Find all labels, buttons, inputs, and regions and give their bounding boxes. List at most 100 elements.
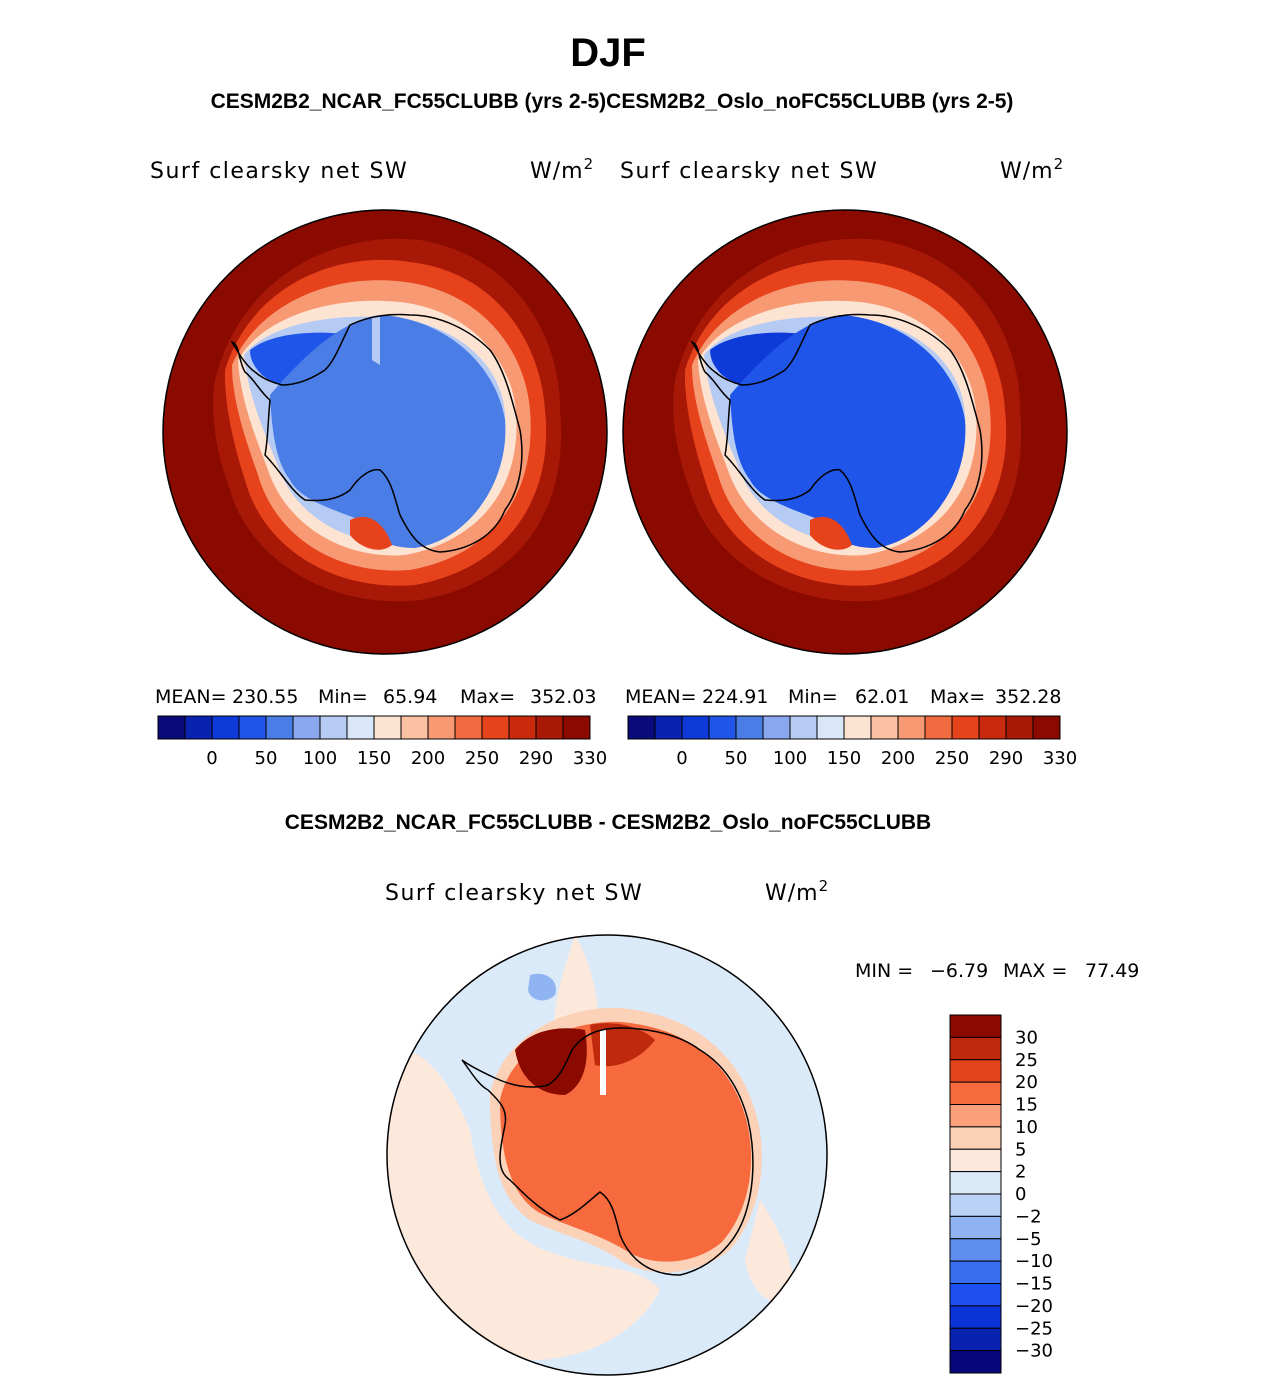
right-colorbar-swatch <box>1005 715 1034 740</box>
figure-title: DJF <box>570 31 646 75</box>
left-colorbar-swatch <box>238 715 267 740</box>
left-colorbar-swatch <box>427 715 456 740</box>
diff-colorbar-swatch <box>949 1059 1002 1083</box>
right-colorbar-swatch <box>654 715 683 740</box>
diff-colorbar-swatch <box>949 1171 1002 1195</box>
right-colorbar-swatch <box>627 715 656 740</box>
diff-colorbar-swatch <box>949 1081 1002 1105</box>
left-colorbar-tick-label: 200 <box>411 748 445 769</box>
diff-colorbar-tick-label: 0 <box>1015 1184 1026 1205</box>
diff-units-label: W/m2 <box>765 877 829 906</box>
left-colorbar-tick-label: 330 <box>573 748 607 769</box>
left-colorbar-swatch <box>454 715 483 740</box>
left-colorbar-swatch <box>184 715 213 740</box>
right-colorbar: 0 50 100 150 200 250 290 330 <box>627 715 1077 769</box>
right-colorbar-swatch <box>870 715 899 740</box>
diff-stats: MIN = −6.79 MAX = 77.49 <box>855 960 1139 982</box>
diff-colorbar-tick-label: 20 <box>1015 1072 1038 1093</box>
diff-colorbar-tick-label: −5 <box>1015 1229 1042 1250</box>
right-min-label: Min= <box>788 686 838 708</box>
left-colorbar-tick-label: 0 <box>206 748 217 769</box>
diff-colorbar-swatch <box>949 1350 1002 1374</box>
diff-max-label: MAX = <box>1003 960 1067 982</box>
diff-colorbar-swatch <box>949 1305 1002 1329</box>
diff-variable-label: Surf clearsky net SW <box>385 881 643 906</box>
right-colorbar-tick-label: 100 <box>773 748 807 769</box>
right-colorbar-swatch <box>1032 715 1061 740</box>
diff-colorbar-swatch <box>949 1014 1002 1038</box>
right-variable-label: Surf clearsky net SW <box>620 159 878 184</box>
left-mean-label: MEAN= <box>155 686 227 708</box>
right-mean-label: MEAN= <box>625 686 697 708</box>
right-units-label: W/m2 <box>1000 155 1064 184</box>
right-colorbar-tick-label: 0 <box>676 748 687 769</box>
left-polar-map <box>162 209 608 655</box>
left-mean-value: 230.55 <box>232 686 298 708</box>
right-colorbar-tick-label: 330 <box>1043 748 1077 769</box>
diff-min-value: −6.79 <box>930 960 988 982</box>
diff-max-value: 77.49 <box>1085 960 1139 982</box>
diff-colorbar-swatch <box>949 1260 1002 1284</box>
left-colorbar-tick-label: 100 <box>303 748 337 769</box>
diff-colorbar-tick-label: 30 <box>1015 1027 1038 1048</box>
diff-min-label: MIN = <box>855 960 913 982</box>
left-colorbar-swatch <box>346 715 375 740</box>
right-colorbar-swatch <box>978 715 1007 740</box>
left-colorbar-swatch <box>508 715 537 740</box>
diff-colorbar-tick-label: 5 <box>1015 1139 1026 1160</box>
diff-colorbar-swatch <box>949 1193 1002 1217</box>
diff-colorbar-swatch <box>949 1238 1002 1262</box>
left-colorbar-swatch <box>400 715 429 740</box>
right-colorbar-tick-label: 200 <box>881 748 915 769</box>
right-colorbar-swatch <box>789 715 818 740</box>
diff-colorbar-tick-label: 15 <box>1015 1095 1038 1116</box>
left-colorbar-tick-label: 250 <box>465 748 499 769</box>
right-colorbar-tick-label: 50 <box>725 748 748 769</box>
left-units-label: W/m2 <box>530 155 594 184</box>
diff-colorbar-tick-label: −2 <box>1015 1206 1042 1227</box>
diff-colorbar-tick-label: −25 <box>1015 1318 1053 1339</box>
diff-colorbar-tick-label: −15 <box>1015 1274 1053 1295</box>
right-colorbar-swatch <box>951 715 980 740</box>
right-max-value: 352.28 <box>995 686 1061 708</box>
right-stats: MEAN= 224.91 Min= 62.01 Max= 352.28 <box>625 686 1061 708</box>
diff-colorbar-swatch <box>949 1215 1002 1240</box>
left-max-value: 352.03 <box>530 686 596 708</box>
left-colorbar-swatch <box>319 715 348 740</box>
right-min-value: 62.01 <box>855 686 909 708</box>
right-polar-map <box>622 209 1068 655</box>
diff-colorbar-swatch <box>949 1327 1002 1352</box>
right-colorbar-swatch <box>816 715 845 740</box>
right-colorbar-tick-label: 250 <box>935 748 969 769</box>
figure-subtitle: CESM2B2_NCAR_FC55CLUBB (yrs 2-5)CESM2B2_… <box>211 90 1014 113</box>
left-colorbar-swatch <box>292 715 321 740</box>
right-mean-value: 224.91 <box>702 686 768 708</box>
right-colorbar-swatch <box>708 715 737 740</box>
diff-colorbar-swatch <box>949 1126 1002 1150</box>
diff-colorbar-swatch <box>949 1148 1002 1173</box>
left-colorbar-tick-label: 290 <box>519 748 553 769</box>
diff-colorbar-swatch <box>949 1036 1002 1061</box>
left-colorbar: 0 50 100 150 200 250 290 330 <box>157 715 607 769</box>
diff-colorbar-tick-label: −10 <box>1015 1251 1053 1272</box>
difference-polar-map <box>386 934 828 1376</box>
left-colorbar-swatch <box>265 715 294 740</box>
right-colorbar-swatch <box>681 715 710 740</box>
right-colorbar-swatch <box>762 715 791 740</box>
diff-colorbar-swatch <box>949 1104 1002 1128</box>
right-colorbar-swatch <box>924 715 953 740</box>
left-max-label: Max= <box>460 686 515 708</box>
diff-colorbar-tick-label: −30 <box>1015 1341 1053 1362</box>
left-colorbar-swatch <box>535 715 564 740</box>
left-colorbar-swatch <box>157 715 186 740</box>
left-colorbar-tick-label: 50 <box>255 748 278 769</box>
difference-title: CESM2B2_NCAR_FC55CLUBB - CESM2B2_Oslo_no… <box>285 811 931 834</box>
left-variable-label: Surf clearsky net SW <box>150 159 408 184</box>
left-colorbar-swatch <box>481 715 510 740</box>
left-colorbar-swatch <box>373 715 402 740</box>
right-colorbar-swatch <box>843 715 872 740</box>
diff-colorbar-tick-label: 10 <box>1015 1117 1038 1138</box>
diff-colorbar-tick-label: 2 <box>1015 1162 1026 1183</box>
left-colorbar-swatch <box>562 715 591 740</box>
